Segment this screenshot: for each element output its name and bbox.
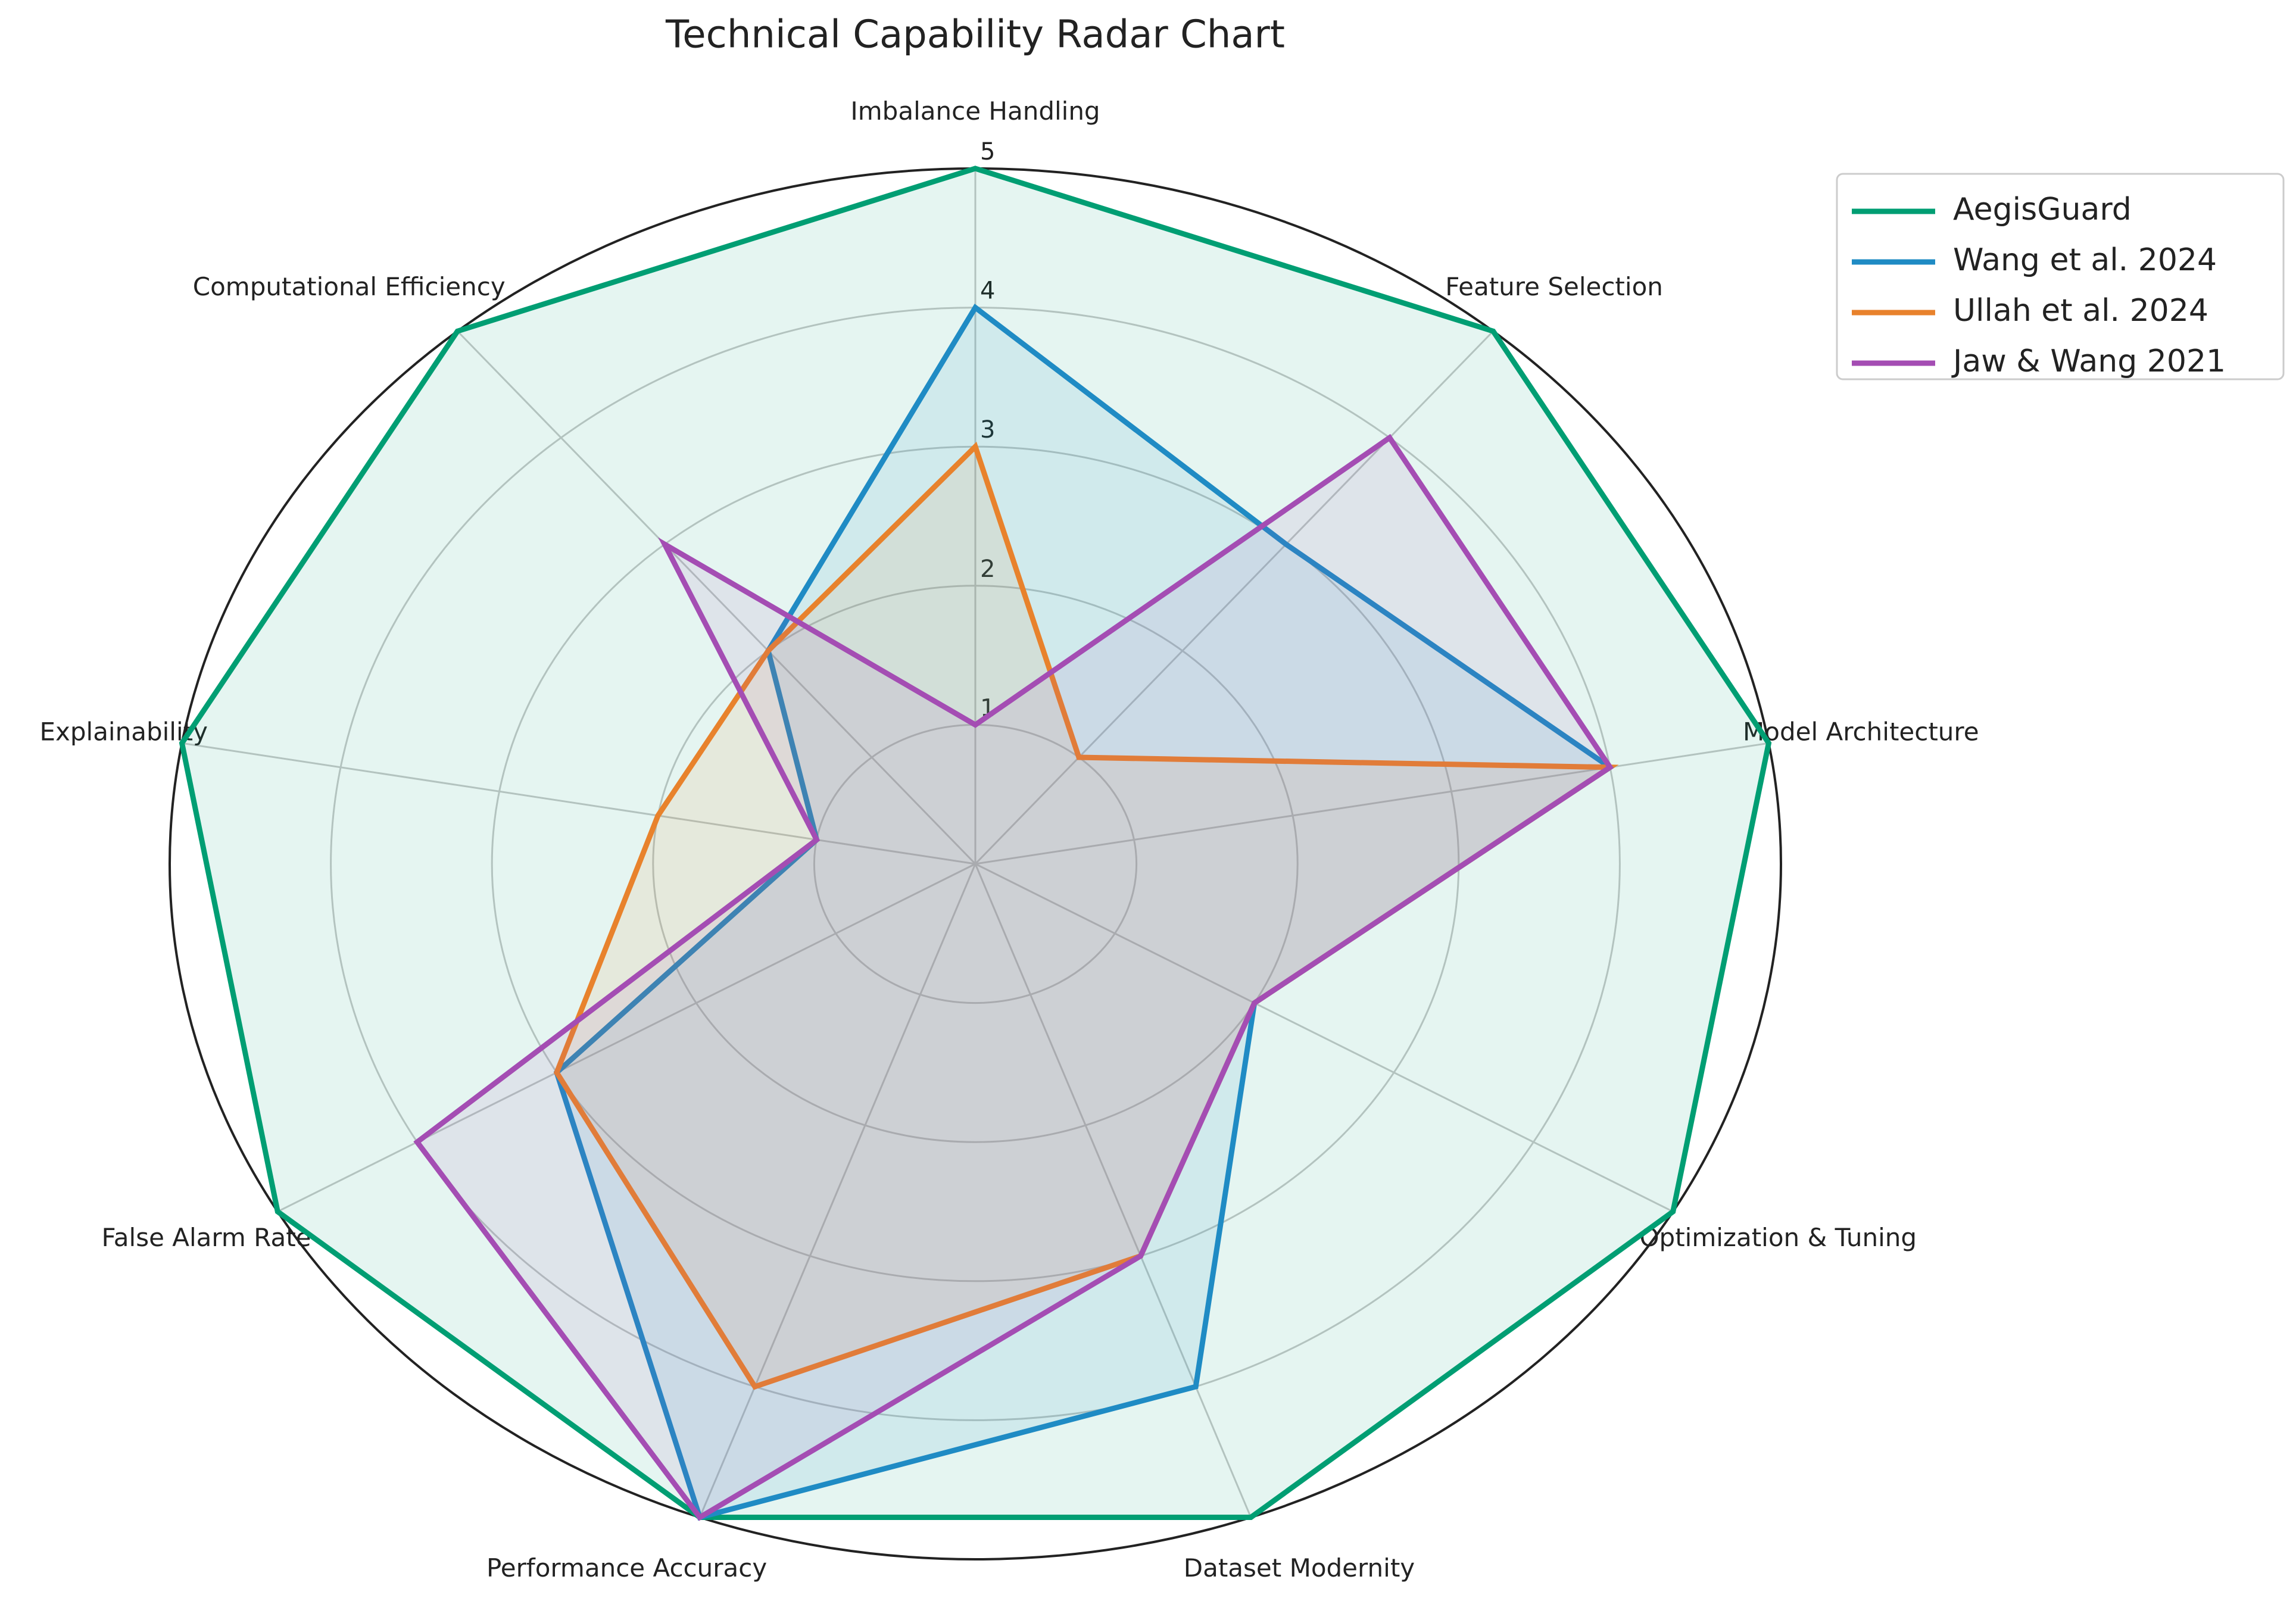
r-tick-label: 5 <box>980 138 995 166</box>
series-area <box>556 307 1610 1518</box>
series-area <box>417 438 1610 1518</box>
legend-label: Jaw & Wang 2021 <box>1951 344 2226 379</box>
spoke <box>457 330 977 865</box>
axis-label: False Alarm Rate <box>101 1223 311 1252</box>
series-line <box>179 166 1772 1521</box>
legend-label: Wang et al. 2024 <box>1953 242 2217 278</box>
axis-label: Feature Selection <box>1445 272 1663 301</box>
spoke <box>974 863 1252 1518</box>
legend-box <box>1836 173 2285 380</box>
spoke <box>277 863 976 1213</box>
legend-label: Ullah et al. 2024 <box>1953 293 2208 329</box>
series-line <box>413 433 1614 1521</box>
spoke <box>974 330 1494 865</box>
spoke <box>698 863 977 1518</box>
axis-label: Explainability <box>39 717 207 746</box>
r-tick-label: 4 <box>980 277 995 305</box>
series-line <box>553 441 1619 1390</box>
legend: AegisGuard Wang et al. 2024 Ullah et al. 2… <box>1836 173 2285 380</box>
chart-title: Technical Capability Radar Chart <box>665 13 1285 57</box>
spoke <box>182 742 976 865</box>
axis-label: Optimization & Tuning <box>1639 1223 1917 1252</box>
series-area <box>556 447 1610 1387</box>
grid-ring <box>652 585 1299 1143</box>
axis-label: Imbalance Handling <box>850 96 1100 126</box>
r-tick-label: 2 <box>980 555 995 583</box>
series-line <box>553 303 1615 1521</box>
series-area <box>182 168 1769 1518</box>
axis-label: Dataset Modernity <box>1184 1553 1415 1583</box>
spoke <box>975 863 1674 1213</box>
r-tick-label: 3 <box>980 416 995 444</box>
legend-label: AegisGuard <box>1953 192 2132 227</box>
plot-area <box>179 166 1772 1521</box>
axis-label: Performance Accuracy <box>486 1553 767 1583</box>
axis-label: Computational Efficiency <box>193 272 506 301</box>
spoke <box>975 742 1769 865</box>
axis-label: Model Architecture <box>1743 717 1979 746</box>
